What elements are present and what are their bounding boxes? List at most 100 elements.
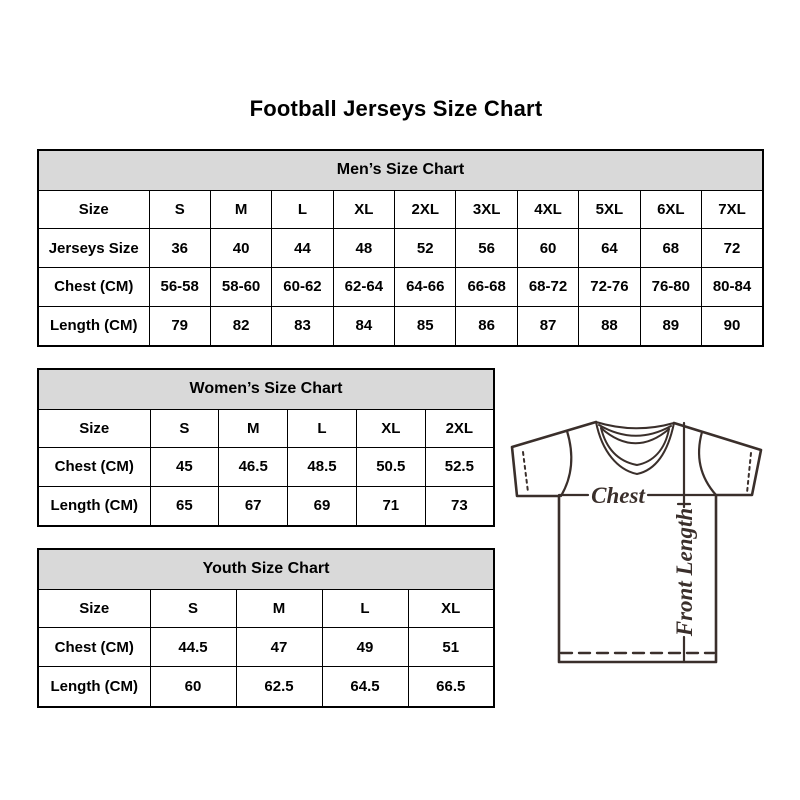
table-title-row: Women’s Size Chart [37, 368, 495, 410]
value-cell: 4XL [516, 189, 580, 230]
value-cell: M [218, 408, 289, 449]
table-title-row: Men’s Size Chart [37, 149, 764, 191]
value-cell: 47 [235, 627, 323, 668]
table-row: Length (CM) 65 67 69 71 73 [37, 485, 495, 527]
value-cell: 72-76 [578, 266, 641, 307]
table-row: Length (CM) 60 62.5 64.5 66.5 [37, 666, 495, 708]
value-cell: M [235, 588, 323, 629]
value-cell: 80-84 [701, 266, 764, 307]
value-cell: 51 [407, 627, 495, 668]
value-cell: 52.5 [424, 447, 495, 487]
table-row: Chest (CM) 56-58 58-60 60-62 62-64 64-66… [37, 266, 764, 307]
row-label-cell: Length (CM) [37, 666, 151, 708]
value-cell: 64.5 [321, 666, 409, 708]
mens-size-table: Men’s Size Chart Size S M L XL 2XL 3XL 4… [37, 149, 764, 347]
right-armhole-seam [698, 430, 718, 497]
row-label-cell: Jerseys Size [37, 228, 150, 268]
value-cell: 2XL [394, 189, 457, 230]
front-length-label: Front Length [672, 508, 697, 637]
value-cell: 3XL [455, 189, 518, 230]
value-cell: 66.5 [407, 666, 495, 708]
value-cell: 67 [218, 485, 289, 527]
value-cell: 66-68 [455, 266, 518, 307]
value-cell: XL [407, 588, 495, 629]
value-cell: 52 [394, 228, 457, 268]
value-cell: XL [332, 189, 396, 230]
value-cell: 62-64 [332, 266, 396, 307]
value-cell: 65 [149, 485, 220, 527]
value-cell: L [287, 408, 357, 449]
value-cell: 48.5 [287, 447, 357, 487]
value-cell: 56 [455, 228, 518, 268]
value-cell: 2XL [424, 408, 495, 449]
value-cell: L [321, 588, 409, 629]
value-cell: 46.5 [218, 447, 289, 487]
row-label-cell: Chest (CM) [37, 627, 151, 668]
value-cell: M [209, 189, 273, 230]
value-cell: 68-72 [516, 266, 580, 307]
value-cell: 71 [355, 485, 426, 527]
value-cell: 68 [639, 228, 703, 268]
value-cell: 44.5 [149, 627, 237, 668]
value-cell: 50.5 [355, 447, 426, 487]
value-cell: 87 [516, 305, 580, 347]
value-cell: 84 [332, 305, 396, 347]
value-cell: 58-60 [209, 266, 273, 307]
table-row: Chest (CM) 44.5 47 49 51 [37, 627, 495, 668]
value-cell: 49 [321, 627, 409, 668]
value-cell: 62.5 [235, 666, 323, 708]
value-cell: 72 [701, 228, 764, 268]
value-cell: 56-58 [148, 266, 211, 307]
value-cell: 79 [148, 305, 211, 347]
page-title: Football Jerseys Size Chart [249, 96, 543, 121]
womens-size-table: Women’s Size Chart Size S M L XL 2XL Che… [37, 368, 495, 527]
value-cell: 73 [424, 485, 495, 527]
value-cell: 44 [271, 228, 334, 268]
value-cell: L [271, 189, 334, 230]
value-cell: S [148, 189, 211, 230]
value-cell: 45 [149, 447, 220, 487]
value-cell: 36 [148, 228, 211, 268]
jersey-collar [595, 421, 675, 475]
value-cell: 82 [209, 305, 273, 347]
value-cell: 85 [394, 305, 457, 347]
value-cell: 60-62 [271, 266, 334, 307]
value-cell: 76-80 [639, 266, 703, 307]
value-cell: 64 [578, 228, 641, 268]
value-cell: 64-66 [394, 266, 457, 307]
table-row: Jerseys Size 36 40 44 48 52 56 60 64 68 … [37, 228, 764, 268]
row-label-cell: Size [37, 588, 151, 629]
table-row: Size S M L XL [37, 588, 495, 629]
table-row: Size S M L XL 2XL 3XL 4XL 5XL 6XL 7XL [37, 189, 764, 230]
value-cell: XL [355, 408, 426, 449]
value-cell: 86 [455, 305, 518, 347]
value-cell: 40 [209, 228, 273, 268]
table-row: Size S M L XL 2XL [37, 408, 495, 449]
youth-size-table: Youth Size Chart Size S M L XL Chest (CM… [37, 548, 495, 708]
table-title-row: Youth Size Chart [37, 548, 495, 590]
right-cuff-dashed-line [746, 452, 752, 494]
value-cell: S [149, 408, 220, 449]
value-cell: 88 [578, 305, 641, 347]
table-row: Chest (CM) 45 46.5 48.5 50.5 52.5 [37, 447, 495, 487]
value-cell: 5XL [578, 189, 641, 230]
row-label-cell: Chest (CM) [37, 447, 151, 487]
value-cell: 69 [287, 485, 357, 527]
row-label-cell: Length (CM) [37, 305, 150, 347]
value-cell: 7XL [701, 189, 764, 230]
chest-label: Chest [591, 483, 645, 508]
value-cell: 60 [516, 228, 580, 268]
value-cell: 6XL [639, 189, 703, 230]
value-cell: 90 [701, 305, 764, 347]
row-label-cell: Size [37, 408, 151, 449]
value-cell: 83 [271, 305, 334, 347]
jersey-measurement-diagram: Chest Front Length [510, 420, 763, 664]
table-title-cell: Women’s Size Chart [37, 368, 495, 410]
table-title-cell: Men’s Size Chart [37, 149, 764, 191]
left-armhole-seam [559, 429, 573, 498]
table-title-cell: Youth Size Chart [37, 548, 495, 590]
row-label-cell: Chest (CM) [37, 266, 150, 307]
front-length-line [676, 421, 692, 664]
value-cell: 89 [639, 305, 703, 347]
row-label-cell: Length (CM) [37, 485, 151, 527]
